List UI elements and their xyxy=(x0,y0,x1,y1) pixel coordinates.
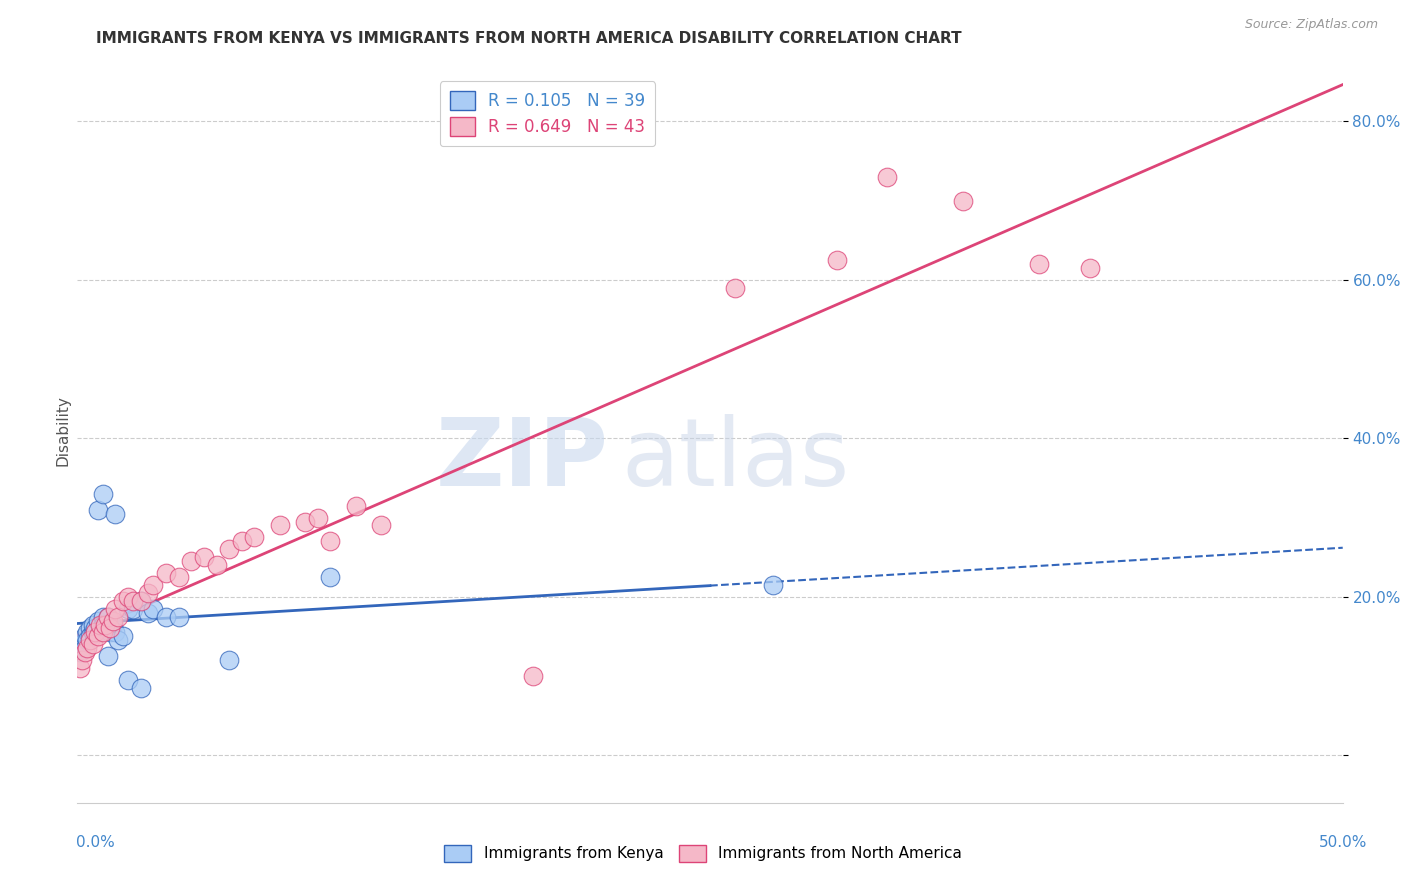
Point xyxy=(1078,260,1101,275)
Point xyxy=(104,507,127,521)
Point xyxy=(101,614,124,628)
Text: atlas: atlas xyxy=(621,414,849,506)
Point xyxy=(72,653,94,667)
Point xyxy=(98,622,121,636)
Point xyxy=(129,681,152,695)
Point xyxy=(307,510,329,524)
Point xyxy=(117,601,139,615)
Y-axis label: Disability: Disability xyxy=(55,395,70,466)
Point xyxy=(91,617,114,632)
Point xyxy=(86,502,108,516)
Point xyxy=(104,601,127,615)
Point xyxy=(91,609,114,624)
Point xyxy=(104,625,127,640)
Point xyxy=(79,629,101,643)
Point xyxy=(69,645,91,659)
Point xyxy=(94,617,117,632)
Point xyxy=(97,649,120,664)
Point xyxy=(370,518,392,533)
Point xyxy=(84,622,107,636)
Point xyxy=(79,633,101,648)
Point xyxy=(344,499,367,513)
Point xyxy=(76,641,98,656)
Point xyxy=(155,566,177,580)
Point xyxy=(91,487,114,501)
Point xyxy=(762,578,785,592)
Legend: R = 0.105   N = 39, R = 0.649   N = 43: R = 0.105 N = 39, R = 0.649 N = 43 xyxy=(440,81,655,146)
Point xyxy=(101,617,124,632)
Point xyxy=(122,601,145,615)
Point xyxy=(129,593,152,607)
Text: IMMIGRANTS FROM KENYA VS IMMIGRANTS FROM NORTH AMERICA DISABILITY CORRELATION CH: IMMIGRANTS FROM KENYA VS IMMIGRANTS FROM… xyxy=(96,31,962,46)
Text: Source: ZipAtlas.com: Source: ZipAtlas.com xyxy=(1244,18,1378,31)
Point xyxy=(82,625,104,640)
Point xyxy=(142,578,165,592)
Point xyxy=(94,622,117,636)
Text: 50.0%: 50.0% xyxy=(1319,836,1367,850)
Point xyxy=(122,593,145,607)
Point xyxy=(82,637,104,651)
Point xyxy=(82,617,104,632)
Point xyxy=(136,606,159,620)
Point xyxy=(84,625,107,640)
Point xyxy=(269,518,291,533)
Point xyxy=(155,609,177,624)
Point xyxy=(91,625,114,640)
Point xyxy=(73,641,96,656)
Point xyxy=(1028,257,1050,271)
Point xyxy=(117,590,139,604)
Text: ZIP: ZIP xyxy=(436,414,609,506)
Point xyxy=(72,637,94,651)
Point xyxy=(89,617,111,632)
Point xyxy=(98,625,121,640)
Point xyxy=(243,530,266,544)
Point xyxy=(69,661,91,675)
Point xyxy=(111,593,134,607)
Point xyxy=(79,622,101,636)
Point xyxy=(193,550,215,565)
Point xyxy=(319,570,342,584)
Point xyxy=(825,253,848,268)
Point xyxy=(86,614,108,628)
Point xyxy=(107,609,129,624)
Point xyxy=(218,542,240,557)
Point xyxy=(84,625,107,640)
Point xyxy=(952,194,974,208)
Point xyxy=(205,558,228,573)
Point xyxy=(111,629,134,643)
Point xyxy=(724,281,747,295)
Point xyxy=(73,629,96,643)
Point xyxy=(522,669,544,683)
Point xyxy=(129,593,152,607)
Point xyxy=(117,673,139,687)
Point xyxy=(76,633,98,648)
Point xyxy=(89,625,111,640)
Point xyxy=(319,534,342,549)
Point xyxy=(97,609,120,624)
Point xyxy=(97,609,120,624)
Point xyxy=(142,601,165,615)
Legend: Immigrants from Kenya, Immigrants from North America: Immigrants from Kenya, Immigrants from N… xyxy=(437,838,969,868)
Point xyxy=(167,570,190,584)
Point xyxy=(180,554,202,568)
Point xyxy=(167,609,190,624)
Point xyxy=(73,645,96,659)
Point xyxy=(107,633,129,648)
Point xyxy=(136,586,159,600)
Point xyxy=(294,515,316,529)
Point xyxy=(86,629,108,643)
Point xyxy=(231,534,253,549)
Point xyxy=(218,653,240,667)
Point xyxy=(76,625,98,640)
Point xyxy=(876,169,898,184)
Text: 0.0%: 0.0% xyxy=(76,836,115,850)
